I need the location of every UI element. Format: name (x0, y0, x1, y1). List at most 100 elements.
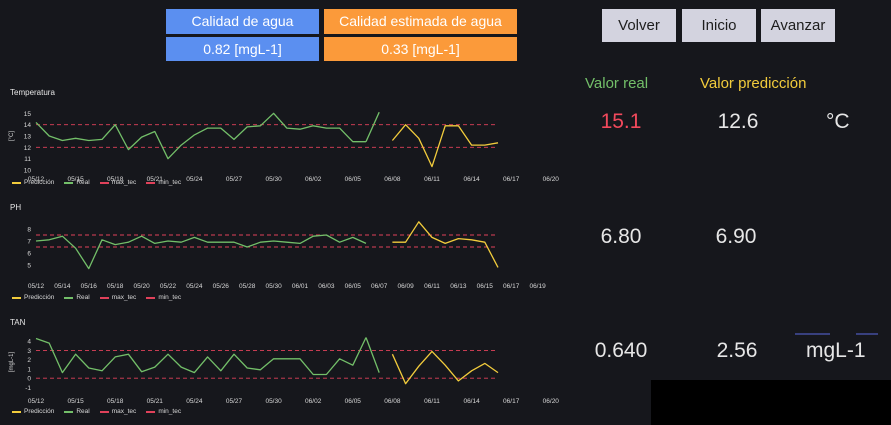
legend-item-min: min_tec (146, 294, 181, 301)
legend-item-min: min_tec (146, 408, 181, 415)
legend-label-max: max_tec (111, 179, 137, 186)
legend-swatch-prediction (12, 296, 21, 299)
chart-legend: Predicción Real max_tec min_tec (12, 294, 181, 301)
x-tick-label: 06/20 (543, 398, 560, 405)
x-tick-label: 05/12 (28, 398, 45, 405)
legend-swatch-prediction (12, 181, 21, 184)
x-tick-label: 06/20 (543, 176, 560, 183)
legend-item-prediction: Predicción (12, 408, 54, 415)
y-tick-label: 12 (24, 145, 32, 152)
back-button[interactable]: Volver (602, 9, 676, 42)
tan-real-value: 0.640 (594, 339, 648, 362)
legend-label-prediction: Predicción (24, 408, 55, 415)
y-tick-label: 2 (27, 357, 31, 364)
legend-label-real: Real (76, 179, 90, 186)
legend-label-real: Real (76, 408, 90, 415)
x-tick-label: 06/14 (463, 176, 480, 183)
legend-swatch-real (64, 181, 74, 184)
x-tick-label: 06/08 (384, 176, 401, 183)
x-tick-label: 06/07 (371, 283, 388, 290)
series-line-prediccin (391, 124, 499, 168)
forward-button[interactable]: Avanzar (761, 9, 835, 42)
legend-label-min: min_tec (158, 294, 182, 301)
temperature-unit: °C (826, 110, 850, 133)
x-tick-label: 06/02 (305, 176, 322, 183)
x-tick-label: 06/15 (477, 283, 494, 290)
chart-title: TAN (10, 318, 26, 327)
legend-item-max: max_tec (99, 408, 137, 415)
x-tick-label: 05/26 (213, 283, 230, 290)
x-tick-label: 05/14 (54, 283, 71, 290)
corner-panel (651, 380, 891, 425)
x-tick-label: 05/24 (186, 176, 203, 183)
x-tick-label: 06/11 (424, 176, 440, 183)
y-tick-label: 0 (27, 376, 31, 383)
legend-item-real: Real (64, 294, 90, 301)
legend-label-prediction: Predicción (24, 294, 55, 301)
y-axis-label: [°C] (9, 131, 15, 141)
legend-item-min: min_tec (146, 179, 181, 186)
x-tick-label: 05/12 (28, 283, 45, 290)
temperature-pred-value: 12.6 (717, 110, 759, 133)
x-tick-label: 06/05 (345, 176, 362, 183)
x-tick-label: 06/17 (503, 283, 520, 290)
ph-plot: 5 6 7 8 05/12 05/14 05/16 05/18 05/20 05/22 05/24 0… (27, 221, 546, 290)
x-tick-label: 06/05 (345, 283, 362, 290)
x-tick-label: 06/11 (424, 398, 440, 405)
legend-label-min: min_tec (158, 408, 182, 415)
chart-legend: Predicción Real max_tec min_tec (12, 179, 181, 186)
legend-swatch-min (146, 410, 156, 413)
legend-item-max: max_tec (99, 179, 137, 186)
y-tick-label: 4 (27, 339, 31, 346)
y-tick-label: 10 (24, 168, 32, 175)
y-tick-label: -1 (25, 385, 31, 392)
y-tick-label: 1 (27, 366, 31, 373)
home-button[interactable]: Inicio (682, 9, 756, 42)
y-tick-label: 6 (27, 251, 31, 258)
chart-title: PH (10, 203, 22, 212)
series-line-real (35, 234, 367, 270)
x-tick-label: 06/01 (292, 283, 309, 290)
legend-swatch-min (146, 181, 156, 184)
x-tick-label: 06/17 (503, 398, 520, 405)
real-value-header: Valor real (585, 75, 649, 92)
legend-swatch-min (146, 296, 156, 299)
legend-label-min: min_tec (158, 179, 182, 186)
legend-item-max: max_tec (99, 294, 136, 301)
water-quality-value: 0.82 [mgL-1] (166, 37, 319, 61)
x-tick-label: 05/12 (28, 176, 45, 183)
series-line-prediccin (392, 221, 499, 268)
y-tick-label: 11 (24, 156, 31, 163)
legend-item-prediction: Predicción (12, 179, 54, 186)
x-tick-label: 05/15 (67, 176, 84, 183)
legend-item-real: Real (64, 408, 90, 415)
x-tick-label: 05/30 (265, 176, 282, 183)
x-tick-label: 05/21 (147, 398, 164, 405)
series-line-real (35, 337, 367, 376)
temperature-plot: 10 11 12 13 14 15 [°C] 05/12 05/15 05/18 05/21 05/2… (9, 111, 560, 183)
temperature-real-value: 15.1 (600, 110, 642, 133)
legend-label-real: Real (76, 294, 90, 301)
x-tick-label: 06/05 (345, 398, 362, 405)
tan-unit: mgL-1 (806, 339, 866, 362)
chart-legend: Predicción Real max_tec min_tec (12, 408, 181, 415)
x-tick-label: 06/14 (463, 398, 480, 405)
x-tick-label: 06/03 (318, 283, 335, 290)
ph-real-value: 6.80 (600, 225, 642, 248)
x-tick-label: 06/13 (450, 283, 467, 290)
legend-item-real: Real (64, 179, 90, 186)
y-tick-label: 5 (27, 263, 31, 270)
y-tick-label: 3 (27, 348, 31, 355)
x-tick-label: 05/21 (147, 176, 164, 183)
x-tick-label: 06/09 (397, 283, 414, 290)
series-line-real (365, 111, 380, 142)
estimated-quality-label: Calidad estimada de agua (324, 9, 517, 34)
legend-swatch-max (99, 181, 109, 184)
x-tick-label: 05/22 (160, 283, 177, 290)
legend-swatch-real (64, 296, 74, 299)
legend-label-max: max_tec (111, 408, 137, 415)
tan-chart: TAN -1 0 1 2 3 4 [mgL-1] 05/12 05/15 05/18 05/21 05… (8, 318, 568, 423)
legend-swatch-real (64, 410, 74, 413)
blue-accent-line (760, 333, 878, 335)
x-tick-label: 05/24 (186, 283, 203, 290)
